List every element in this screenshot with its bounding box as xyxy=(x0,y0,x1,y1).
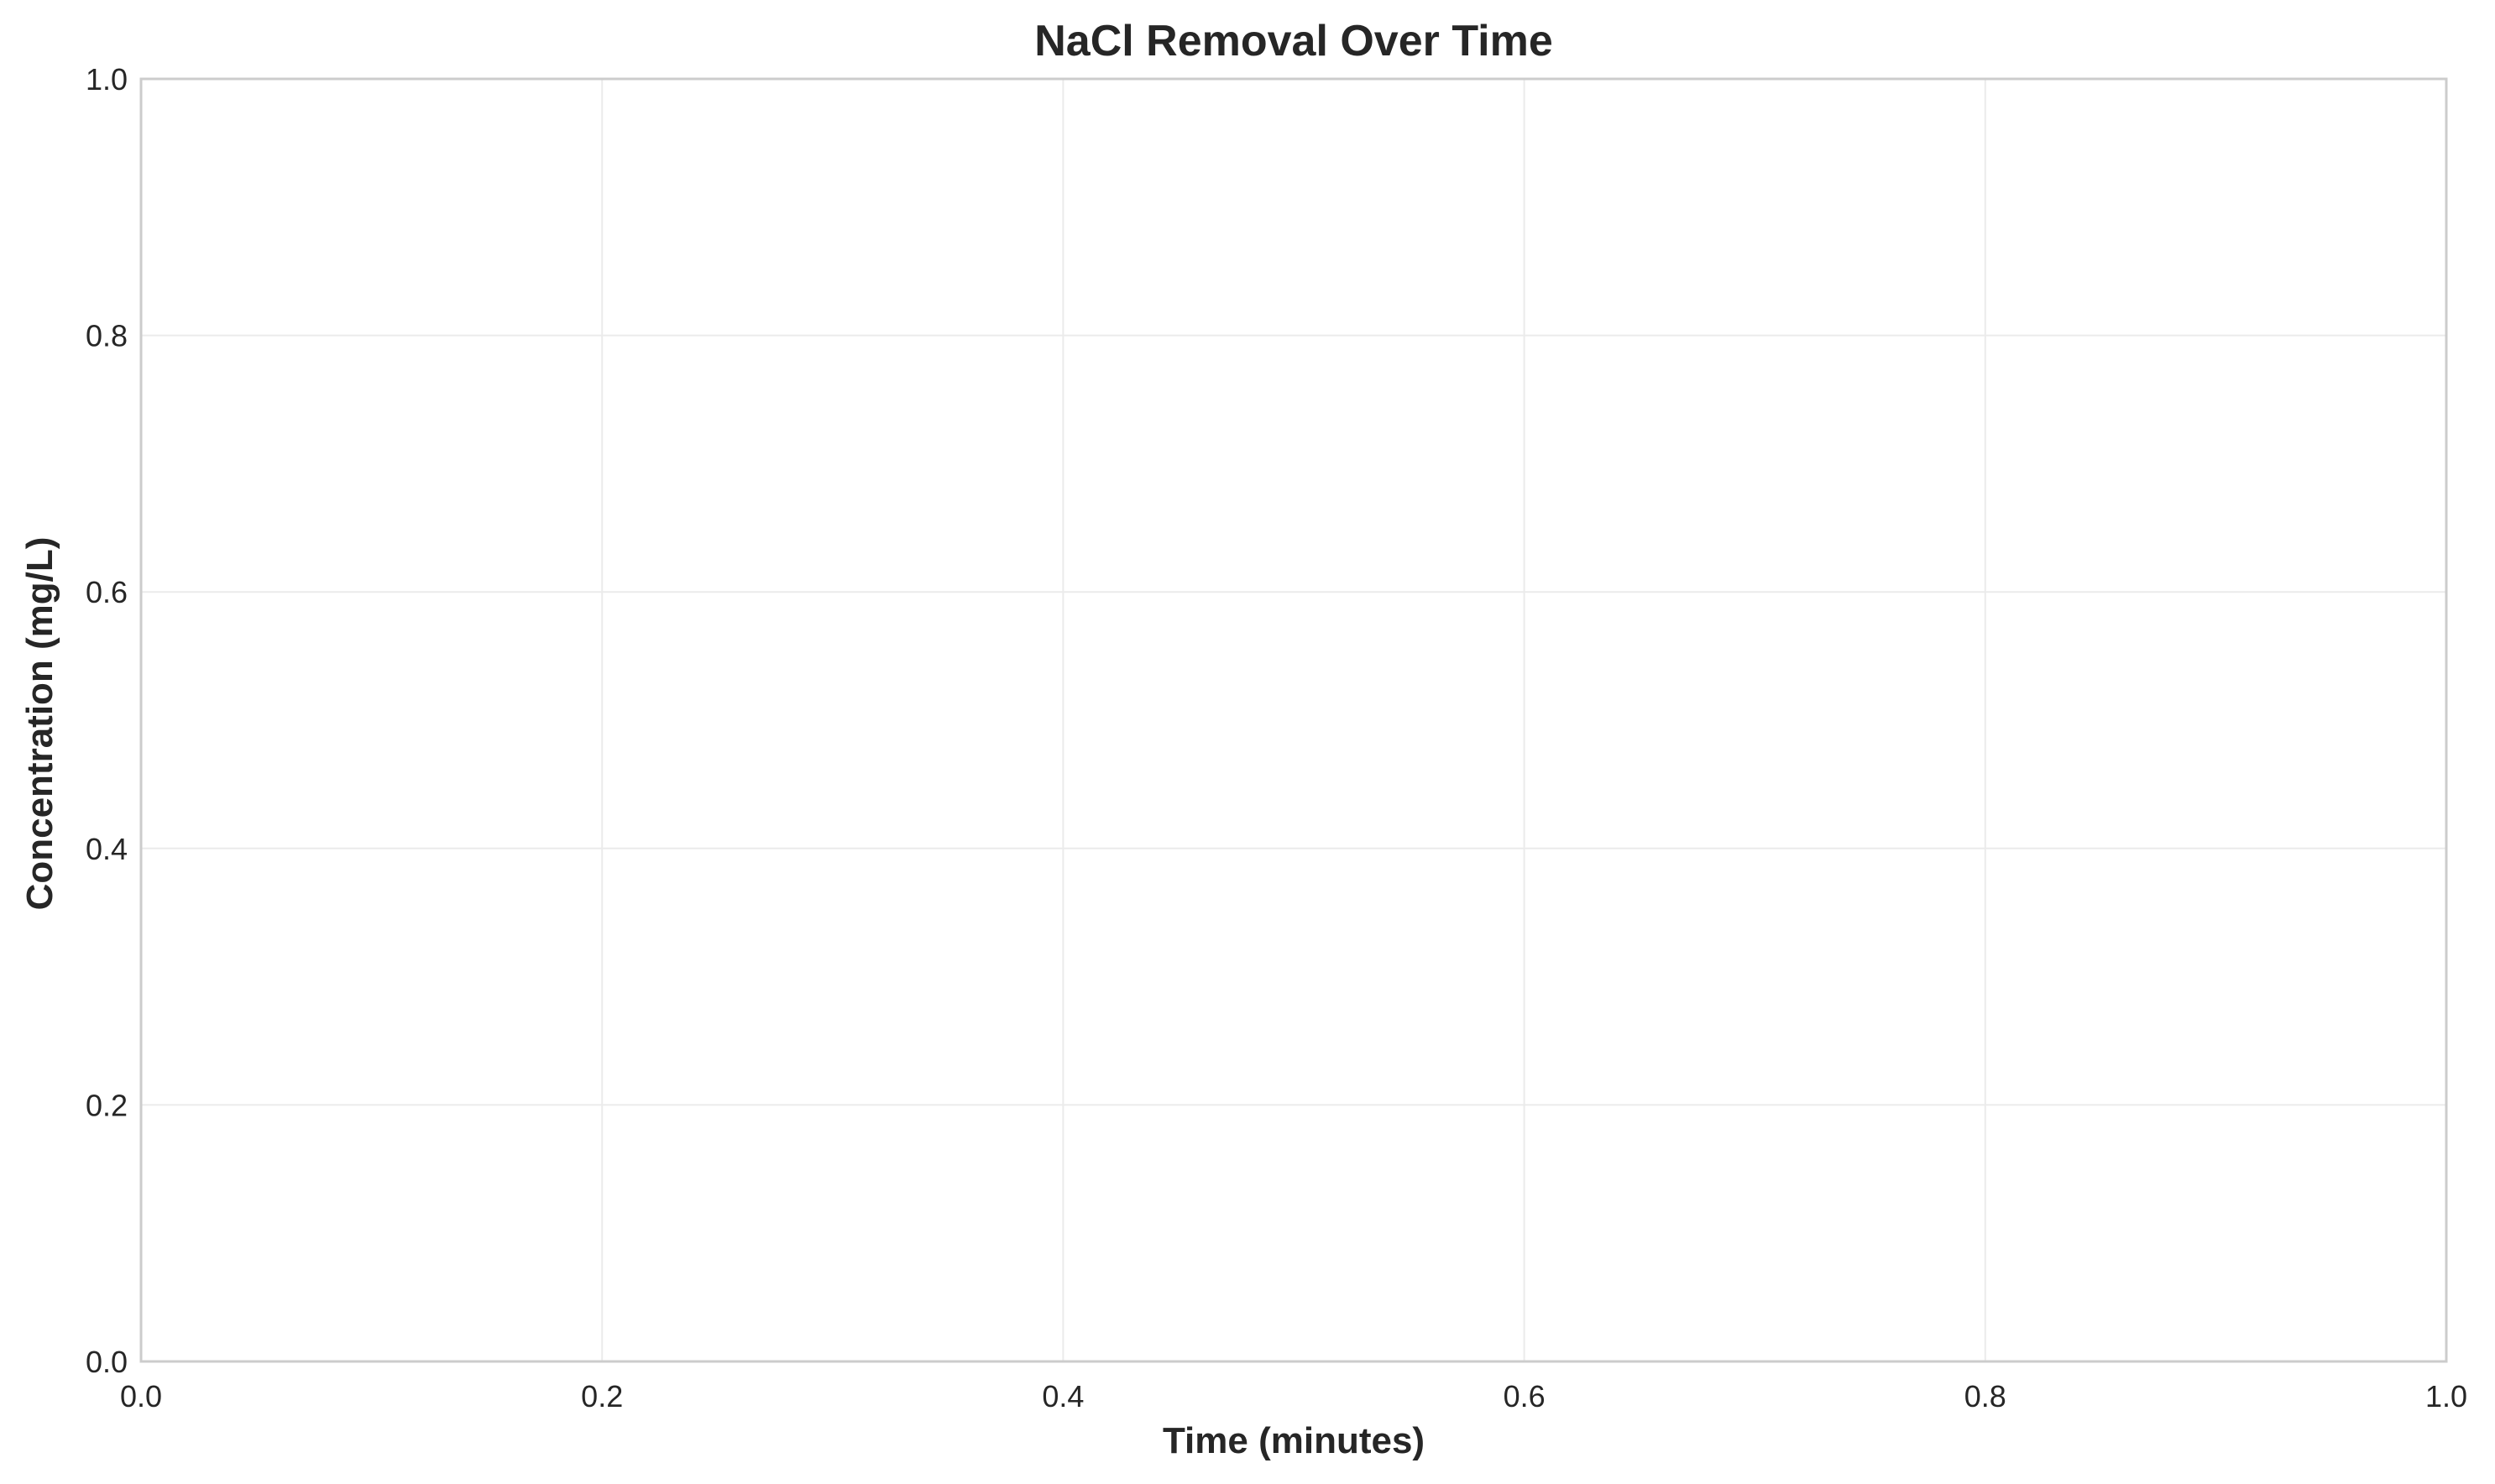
y-axis-ticks: 0.0 0.2 0.4 0.6 0.8 1.0 xyxy=(86,62,128,1379)
x-tick-label: 0.2 xyxy=(581,1379,623,1413)
grid-lines xyxy=(141,79,2446,1361)
x-axis-ticks: 0.0 0.2 0.4 0.6 0.8 1.0 xyxy=(120,1379,2467,1413)
x-tick-label: 1.0 xyxy=(2425,1379,2467,1413)
chart-title: NaCl Removal Over Time xyxy=(1034,17,1553,65)
y-tick-label: 0.8 xyxy=(86,319,128,353)
y-tick-label: 1.0 xyxy=(86,62,128,97)
plot-area-frame xyxy=(139,77,2448,1363)
x-tick-label: 0.0 xyxy=(120,1379,162,1413)
y-tick-label: 0.4 xyxy=(86,832,128,866)
x-tick-label: 0.4 xyxy=(1042,1379,1084,1413)
y-tick-label: 0.0 xyxy=(86,1345,128,1379)
y-axis-title: Concentration (mg/L) xyxy=(19,537,60,911)
y-tick-label: 0.2 xyxy=(86,1088,128,1122)
x-tick-label: 0.6 xyxy=(1504,1379,1546,1413)
x-tick-label: 0.8 xyxy=(1964,1379,2006,1413)
x-axis-title: Time (minutes) xyxy=(1163,1420,1425,1461)
y-tick-label: 0.6 xyxy=(86,575,128,609)
